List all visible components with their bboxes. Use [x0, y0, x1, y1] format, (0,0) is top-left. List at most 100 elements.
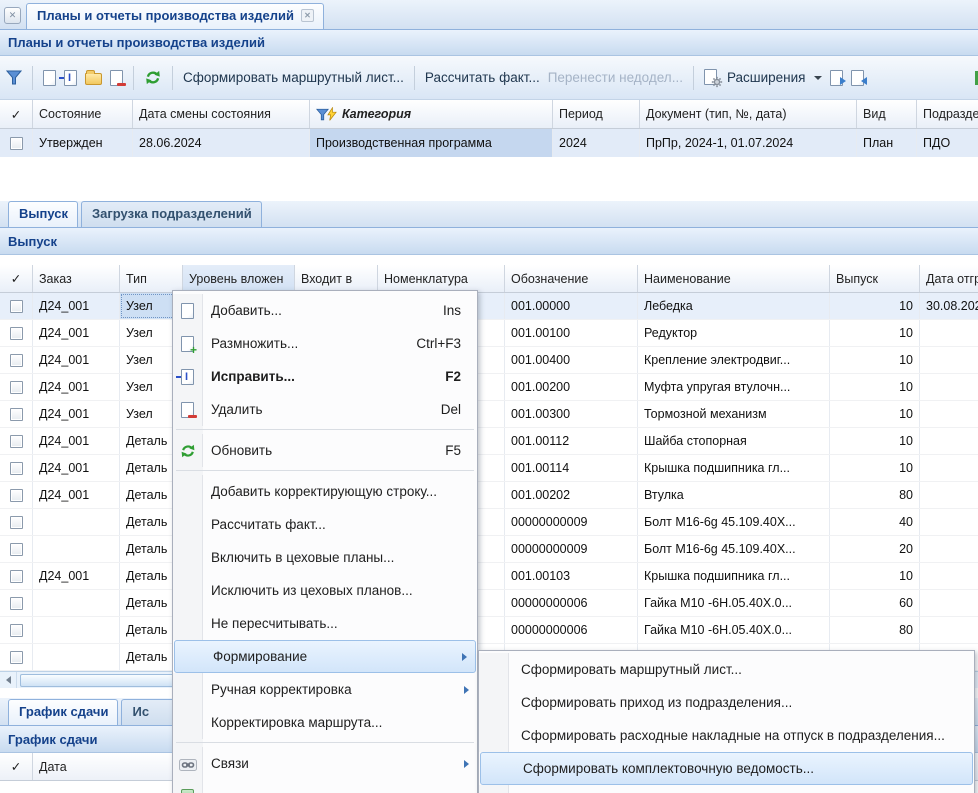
cell-nomenclature[interactable] [378, 455, 505, 481]
cell-order[interactable]: Д24_001 [33, 455, 120, 481]
submenu-item-form-receipt[interactable]: Сформировать приход из подразделения... [479, 686, 974, 719]
check-column-header[interactable]: ✓ [0, 753, 33, 780]
cell-nomenclature[interactable] [378, 320, 505, 346]
cell-name[interactable]: Гайка М10 -6Н.05.40Х.0... [638, 617, 830, 643]
cell-designation[interactable]: 001.00202 [505, 482, 638, 508]
cell-category[interactable]: Производственная программа [310, 129, 553, 157]
cell-ship-date[interactable] [920, 374, 978, 400]
cell-department[interactable]: ПДО [917, 129, 978, 157]
cell-order[interactable]: Д24_001 [33, 347, 120, 373]
cell-name[interactable]: Редуктор [638, 320, 830, 346]
cell-nomenclature[interactable] [378, 428, 505, 454]
cell-order[interactable] [33, 536, 120, 562]
column-header-qty[interactable]: Выпуск [830, 265, 920, 292]
column-header-category[interactable]: Категория [310, 100, 553, 128]
column-header-state-date[interactable]: Дата смены состояния [133, 100, 310, 128]
menu-item-delete[interactable]: Удалить Del [173, 393, 477, 426]
row-checkbox[interactable] [9, 407, 23, 421]
cell-qty[interactable]: 10 [830, 347, 920, 373]
cell-name[interactable]: Крепление электродвиг... [638, 347, 830, 373]
table-row[interactable]: Деталь 00000000009 Болт М16-6g 45.109.40… [0, 536, 978, 563]
submenu-item-form-expense-invoices[interactable]: Сформировать расходные накладные на отпу… [479, 719, 974, 752]
row-checkbox[interactable] [9, 650, 23, 664]
row-checkbox-cell[interactable] [0, 428, 33, 454]
row-checkbox[interactable] [9, 569, 23, 583]
cell-name[interactable]: Тормозной механизм [638, 401, 830, 427]
menu-item-manual-correction[interactable]: Ручная корректировка [173, 673, 477, 706]
cell-qty[interactable]: 10 [830, 374, 920, 400]
close-all-button[interactable]: ✕ [4, 7, 21, 24]
row-checkbox[interactable] [9, 299, 23, 313]
cell-ship-date[interactable] [920, 347, 978, 373]
table-row[interactable]: Д24_001 Деталь 001.00103 Крышка подшипни… [0, 563, 978, 590]
table-row[interactable]: Деталь 00000000006 Гайка М10 -6Н.05.40Х.… [0, 590, 978, 617]
cell-designation[interactable]: 00000000006 [505, 590, 638, 616]
column-header-order[interactable]: Заказ [33, 265, 120, 292]
cell-designation[interactable]: 001.00114 [505, 455, 638, 481]
row-checkbox-cell[interactable] [0, 617, 33, 643]
table-row[interactable]: Д24_001 Узел 001.00200 Муфта упругая вту… [0, 374, 978, 401]
table-row[interactable]: Д24_001 Узел 001.00400 Крепление электро… [0, 347, 978, 374]
cell-designation[interactable]: 001.00100 [505, 320, 638, 346]
cell-order[interactable]: Д24_001 [33, 428, 120, 454]
tab-output[interactable]: Выпуск [8, 201, 78, 227]
refresh-icon[interactable] [144, 69, 162, 86]
tab-plans-and-reports[interactable]: Планы и отчеты производства изделий ✕ [26, 3, 324, 29]
cell-period[interactable]: 2024 [553, 129, 640, 157]
row-checkbox[interactable] [9, 136, 23, 150]
cell-qty[interactable]: 10 [830, 563, 920, 589]
menu-item-add[interactable]: Добавить... Ins [173, 294, 477, 327]
row-checkbox[interactable] [9, 353, 23, 367]
row-checkbox[interactable] [9, 488, 23, 502]
menu-item-duplicate[interactable]: + Размножить... Ctrl+F3 [173, 327, 477, 360]
cell-qty[interactable]: 20 [830, 536, 920, 562]
table-row[interactable]: Д24_001 Деталь 001.00112 Шайба стопорная… [0, 428, 978, 455]
cell-nomenclature[interactable] [378, 401, 505, 427]
cell-qty[interactable]: 60 [830, 590, 920, 616]
table-row[interactable]: Д24_001 Деталь 001.00114 Крышка подшипни… [0, 455, 978, 482]
cell-ship-date[interactable]: 30.08.2024 [920, 293, 978, 319]
cell-nomenclature[interactable] [378, 536, 505, 562]
row-checkbox-cell[interactable] [0, 590, 33, 616]
cell-name[interactable]: Лебедка [638, 293, 830, 319]
cell-nomenclature[interactable] [378, 590, 505, 616]
column-header-ship-date[interactable]: Дата отгрузки [920, 265, 978, 292]
cell-ship-date[interactable] [920, 455, 978, 481]
import-icon[interactable] [851, 69, 868, 86]
cell-document[interactable]: ПрПр, 2024-1, 01.07.2024 [640, 129, 857, 157]
calc-fact-button[interactable]: Рассчитать факт... [425, 70, 540, 85]
row-checkbox-cell[interactable] [0, 129, 33, 157]
cell-order[interactable]: Д24_001 [33, 320, 120, 346]
cell-nomenclature[interactable] [378, 347, 505, 373]
cell-nomenclature[interactable] [378, 617, 505, 643]
table-row[interactable]: Деталь 00000000009 Болт М16-6g 45.109.40… [0, 509, 978, 536]
row-checkbox[interactable] [9, 623, 23, 637]
cell-designation[interactable]: 00000000009 [505, 536, 638, 562]
cell-designation[interactable]: 001.00103 [505, 563, 638, 589]
cell-order[interactable] [33, 644, 120, 670]
menu-item-links[interactable]: Связи [173, 747, 477, 780]
cell-state-date[interactable]: 28.06.2024 [133, 129, 310, 157]
table-row[interactable]: Утвержден 28.06.2024 Производственная пр… [0, 129, 978, 157]
row-checkbox-cell[interactable] [0, 536, 33, 562]
cell-designation[interactable]: 00000000006 [505, 617, 638, 643]
cell-order[interactable] [33, 509, 120, 535]
table-row[interactable]: Д24_001 Узел 001.00100 Редуктор 10 [0, 320, 978, 347]
cell-name[interactable]: Болт М16-6g 45.109.40Х... [638, 509, 830, 535]
row-checkbox-cell[interactable] [0, 644, 33, 670]
row-checkbox[interactable] [9, 461, 23, 475]
row-checkbox[interactable] [9, 380, 23, 394]
column-header-department[interactable]: Подразделение [917, 100, 978, 128]
delete-icon[interactable] [110, 69, 126, 86]
cell-order[interactable]: Д24_001 [33, 401, 120, 427]
cell-order[interactable]: Д24_001 [33, 293, 120, 319]
cell-order[interactable]: Д24_001 [33, 482, 120, 508]
column-header-nomenclature[interactable]: Номенклатура [378, 265, 505, 292]
row-checkbox-cell[interactable] [0, 293, 33, 319]
row-checkbox-cell[interactable] [0, 374, 33, 400]
cell-qty[interactable]: 10 [830, 320, 920, 346]
cell-name[interactable]: Шайба стопорная [638, 428, 830, 454]
row-checkbox[interactable] [9, 434, 23, 448]
table-row[interactable]: Д24_001 Деталь 001.00202 Втулка 80 [0, 482, 978, 509]
menu-item-calc-fact[interactable]: Рассчитать факт... [173, 508, 477, 541]
